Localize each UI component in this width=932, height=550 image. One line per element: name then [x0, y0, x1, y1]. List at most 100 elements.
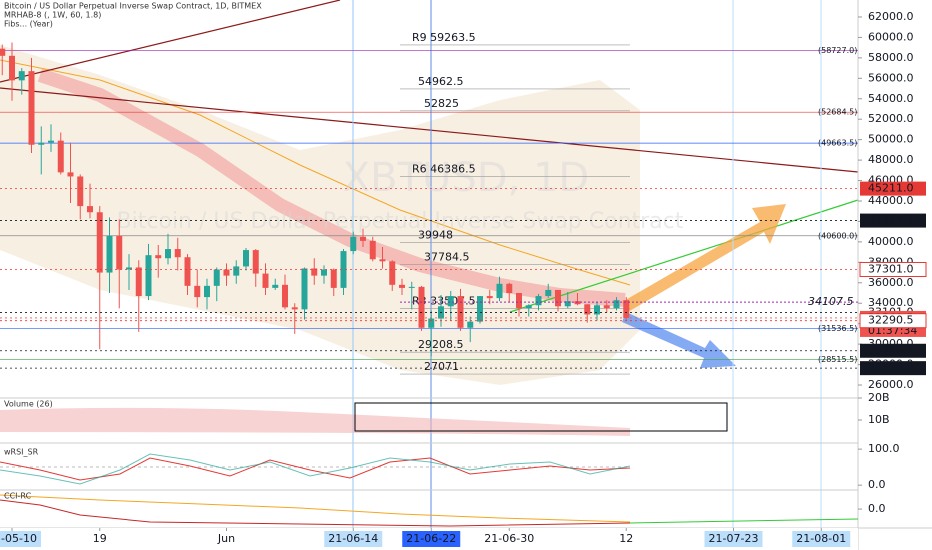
price-marker-label: 37301.0	[868, 262, 914, 275]
y-tick-label: 36000.0	[868, 276, 914, 289]
y-tick-label: 48000.0	[868, 153, 914, 166]
fib-label: R9 59263.5	[412, 31, 476, 44]
candle-body	[340, 251, 347, 288]
candle-body	[623, 300, 630, 318]
candle-body	[535, 296, 542, 306]
fib-label: 37784.5	[424, 251, 470, 264]
fib-label: R6 46386.5	[412, 163, 476, 176]
candle-body	[574, 301, 581, 305]
x-tick-box	[792, 531, 851, 547]
candle-body	[223, 269, 230, 276]
x-tick-label: 21-06-22	[406, 532, 456, 545]
candle-body	[282, 284, 288, 308]
candle-body	[594, 305, 600, 315]
price-marker	[859, 261, 927, 277]
fib-label: 29208.5	[418, 338, 464, 351]
candle-body	[525, 305, 532, 309]
cci-line	[629, 518, 859, 524]
level-label: (58727.0)	[818, 46, 857, 55]
candle-body	[486, 296, 493, 299]
candle-body	[67, 172, 74, 177]
candle-body	[184, 257, 191, 286]
candle-body	[408, 286, 415, 288]
y-tick-label: 0.0	[868, 478, 886, 491]
candle-body	[389, 261, 396, 285]
candle-body	[564, 301, 571, 307]
candle-body	[379, 259, 386, 262]
y-tick-label: 20B	[868, 391, 890, 404]
pivot-label: 34107.5	[808, 295, 854, 308]
candle-body	[116, 235, 123, 270]
candle-body	[135, 267, 142, 297]
price-marker	[860, 181, 926, 196]
candle-body	[477, 296, 483, 322]
y-tick-label: 26000.0	[868, 378, 914, 391]
candle-body	[350, 236, 357, 252]
price-marker	[860, 343, 926, 358]
y-tick-label: 52000.0	[868, 112, 914, 125]
candle-body	[243, 250, 249, 267]
price-marker	[859, 313, 927, 329]
candle-body	[545, 289, 552, 297]
y-tick-label: 58000.0	[868, 51, 914, 64]
y-tick-label: 0.0	[868, 502, 886, 515]
candle-body	[584, 304, 591, 315]
candle-body	[194, 285, 201, 298]
volume-box	[354, 402, 728, 432]
fib-label: 54962.5	[418, 75, 464, 88]
candle-body	[57, 140, 64, 173]
candle-body	[291, 307, 298, 310]
price-marker-label: 32290.5	[868, 314, 914, 327]
x-tick-label: 21-05-10	[0, 532, 37, 545]
rsi-signal	[0, 453, 631, 485]
price-marker	[860, 213, 926, 228]
level-label: (49663.5)	[818, 139, 857, 148]
fib-label: 27071	[424, 360, 459, 373]
ma-ribbon	[37, 68, 626, 307]
y-tick-label: 10B	[868, 413, 890, 426]
price-marker-label: 27650.0	[868, 361, 914, 374]
cci-line	[0, 499, 631, 527]
symbol-line: Bitcoin / US Dollar Perpetual Inverse Sw…	[4, 2, 262, 11]
candle-body	[204, 285, 210, 298]
candle-body	[233, 266, 240, 276]
candle-body	[301, 268, 308, 310]
indicator-name: Fibs... (Year)	[4, 20, 53, 29]
candle-body	[418, 286, 425, 328]
y-tick-label: 44000.0	[868, 194, 914, 207]
candle-body	[399, 284, 405, 288]
y-tick-label: 60000.0	[868, 30, 914, 43]
cci-line	[0, 494, 631, 523]
candle-body	[77, 176, 84, 207]
trend-line	[0, 0, 341, 83]
candle-body	[145, 255, 152, 297]
candle-body	[272, 284, 279, 288]
candle-body	[28, 71, 35, 145]
y-tick-label: 34000.0	[868, 296, 914, 309]
price-marker-label: 45211.0	[868, 182, 914, 195]
rsi-line	[0, 457, 631, 481]
pane-title: CCI-RC	[4, 492, 32, 501]
candle-body	[96, 212, 103, 273]
x-tick-label: Jun	[217, 532, 235, 545]
fib-label: 52825	[424, 97, 459, 110]
x-tick-box	[0, 531, 41, 547]
candle-body	[555, 289, 561, 307]
arrow-up	[622, 204, 786, 312]
y-tick-label: 40000.0	[868, 235, 914, 248]
candle-body	[106, 235, 113, 273]
candle-body	[311, 268, 318, 276]
level-label: (52684.5)	[818, 108, 857, 117]
x-tick-label: 21-08-01	[796, 532, 846, 545]
y-tick-label: 54000.0	[868, 92, 914, 105]
x-tick-label: 21-06-30	[484, 532, 534, 545]
x-tick-label: 12	[619, 532, 633, 545]
candle-body	[467, 321, 474, 328]
candle-body	[9, 55, 15, 81]
candle-body	[506, 283, 513, 294]
candle-body	[330, 269, 337, 288]
candle-body	[213, 269, 220, 286]
candle-body	[447, 296, 454, 307]
y-tick-label: 62000.0	[868, 10, 914, 23]
